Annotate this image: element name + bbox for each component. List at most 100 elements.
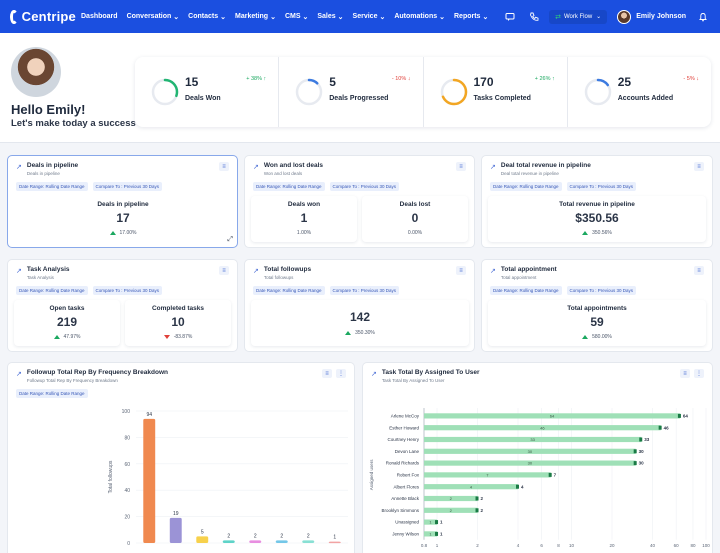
chevron-down-icon: ⌄ [270, 13, 276, 21]
up-arrow-icon [109, 231, 116, 235]
kpi-summary-strip: 15 Deals Won + 38% ↑ 5 Deals Progressed - 10%… [135, 57, 711, 127]
date-range-chip[interactable]: Date Range: Rolling Date Range [16, 286, 88, 295]
bar[interactable] [302, 540, 315, 543]
task-by-user-chart-card[interactable]: ↗ Task Total By Assigned To User Task To… [362, 362, 713, 553]
kpi-deals-progressed[interactable]: 5 Deals Progressed - 10% ↓ [279, 57, 424, 127]
card-subtitle: Deals in pipeline [26, 171, 60, 176]
more-options-icon[interactable]: ⋮ [336, 369, 346, 378]
won-and-lost-deals-card[interactable]: ↗ Won and lost deals Won and lost deals … [244, 155, 475, 248]
nav-item-reports[interactable]: Reports ⌄ [454, 13, 488, 21]
bar[interactable] [424, 448, 636, 454]
task-analysis-card[interactable]: ↗ Task Analysis Task Analysis ≡ Date Ran… [7, 259, 238, 352]
trend-icon: ↗ [16, 371, 22, 378]
y-tick-label: 60 [124, 462, 130, 468]
filter-icon[interactable]: ≡ [219, 266, 229, 275]
workflow-button[interactable]: ⇄ Work Flow ⌄ [549, 9, 608, 24]
metric-change: 17.00% [119, 230, 137, 236]
nav-item-contacts[interactable]: Contacts ⌄ [188, 13, 226, 21]
card-title: Task Analysis [26, 266, 70, 273]
down-arrow-icon [163, 335, 170, 339]
bar[interactable] [169, 517, 182, 543]
filter-icon[interactable]: ≡ [219, 162, 229, 171]
bar[interactable] [249, 540, 262, 543]
nav-item-marketing[interactable]: Marketing ⌄ [235, 13, 276, 21]
bar[interactable] [424, 425, 661, 431]
bar[interactable] [328, 541, 341, 544]
bar[interactable] [424, 460, 636, 466]
nav-item-service[interactable]: Service ⌄ [353, 13, 386, 21]
date-range-chip[interactable]: Date Range: Rolling Date Range [490, 286, 562, 295]
completed-tasks-metric: Completed tasks 10 -83.87% [125, 300, 231, 346]
bar-end-marker [435, 531, 439, 536]
bar-end-marker [639, 437, 643, 442]
compare-chip[interactable]: Compare To : Previous 30 Days [92, 286, 162, 295]
bar-value-label: 2 [227, 533, 230, 539]
bar-value-label: 2 [481, 496, 484, 501]
date-range-chip[interactable]: Date Range: Rolling Date Range [16, 182, 88, 191]
expand-icon[interactable]: ⤢ [227, 236, 233, 243]
total-followups-card[interactable]: ↗ Total followups Total followups ≡ Date… [244, 259, 475, 352]
bar[interactable] [424, 436, 642, 443]
compare-chip[interactable]: Compare To : Previous 30 Days [566, 286, 636, 295]
nav-item-cms[interactable]: CMS ⌄ [285, 13, 308, 21]
phone-icon[interactable] [527, 10, 541, 24]
notification-bell-icon[interactable] [696, 10, 710, 24]
x-tick-label: 2 [476, 543, 479, 548]
filter-icon[interactable]: ≡ [456, 162, 466, 171]
bar-end-marker [633, 449, 637, 454]
kpi-deals-won[interactable]: 15 Deals Won + 38% ↑ [135, 57, 280, 127]
bar[interactable] [424, 484, 518, 490]
bar[interactable] [196, 536, 209, 543]
followup-frequency-chart-card[interactable]: ↗ Followup Total Rep By Frequency Breakd… [7, 362, 355, 553]
chevron-down-icon: ⌄ [596, 14, 602, 20]
nav-item-sales[interactable]: Sales ⌄ [317, 13, 343, 21]
deal-total-revenue-card[interactable]: ↗ Deal total revenue in pipeline Deal to… [481, 155, 713, 248]
user-menu[interactable]: Emily Johnson [617, 9, 686, 24]
bar[interactable] [424, 472, 551, 478]
nav-item-conversation[interactable]: Conversation ⌄ [127, 13, 180, 21]
up-arrow-icon [582, 231, 589, 235]
bar[interactable] [143, 418, 156, 543]
bar[interactable] [424, 413, 680, 419]
deals-in-pipeline-card[interactable]: ↗ Deals in pipeline Deals in pipeline ≡ … [7, 155, 238, 248]
compare-chip[interactable]: Compare To : Previous 30 Days [329, 182, 399, 191]
card-subtitle: Task Analysis [26, 275, 54, 280]
filter-icon[interactable]: ≡ [322, 369, 332, 378]
more-options-icon[interactable]: ⋮ [694, 369, 704, 378]
category-label: Jenny Wilson [392, 532, 419, 537]
total-appointment-card[interactable]: ↗ Total appointment Total appointment ≡ … [481, 259, 713, 352]
kpi-tasks-completed[interactable]: 170 Tasks Completed + 26% ↑ [424, 57, 568, 127]
compare-chip[interactable]: Compare To : Previous 30 Days [329, 286, 399, 295]
filter-icon[interactable]: ≡ [694, 162, 704, 171]
trend-icon: ↗ [490, 268, 496, 275]
deals-lost-metric: Deals lost 0 0.00% [362, 196, 468, 242]
kpi-accounts-added[interactable]: 25 Accounts Added - 5% ↓ [568, 57, 711, 127]
filter-icon[interactable]: ≡ [456, 266, 466, 275]
metric-box: Deals in pipeline 17 17.00% [15, 196, 231, 242]
compare-chip[interactable]: Compare To : Previous 30 Days [92, 182, 162, 191]
bar[interactable] [424, 507, 478, 513]
compare-chip[interactable]: Compare To : Previous 30 Days [566, 182, 636, 191]
filter-icon[interactable]: ≡ [694, 266, 704, 275]
category-label: Esther Howard [389, 425, 419, 430]
bar-end-marker [677, 413, 681, 418]
filter-icon[interactable]: ≡ [680, 369, 690, 378]
date-range-chip[interactable]: Date Range: Rolling Date Range [253, 286, 325, 295]
chat-icon[interactable] [503, 10, 517, 24]
bar[interactable] [222, 540, 235, 543]
date-range-chip[interactable]: Date Range: Rolling Date Range [490, 182, 562, 191]
bar[interactable] [275, 540, 288, 543]
nav-item-dashboard[interactable]: Dashboard [81, 13, 118, 20]
metric-value: 219 [56, 315, 78, 329]
bar[interactable] [424, 519, 438, 525]
date-range-chip[interactable]: Date Range: Rolling Date Range [253, 182, 325, 191]
nav-item-automations[interactable]: Automations ⌄ [394, 13, 445, 21]
card-subtitle: Total appointment [500, 275, 537, 280]
date-range-chip[interactable]: Date Range: Rolling Date Range [16, 389, 88, 398]
kpi-change: - 10% ↓ [391, 76, 411, 82]
bar[interactable] [424, 495, 478, 502]
card-title: Total appointment [500, 266, 557, 273]
bar[interactable] [424, 531, 438, 537]
centripe-logo[interactable]: Centripe [10, 9, 76, 24]
